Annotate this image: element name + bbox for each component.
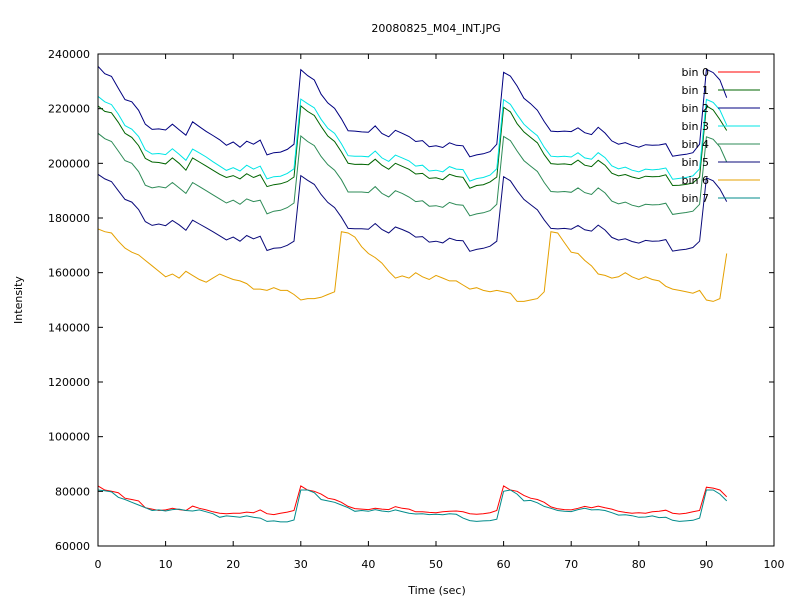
legend-label: bin 0 [681, 66, 709, 79]
y-tick-label: 120000 [48, 376, 90, 389]
x-axis-label: Time (sec) [407, 584, 466, 597]
series-line-6 [97, 228, 728, 302]
series-line-4 [97, 132, 728, 217]
x-tick-label: 0 [95, 558, 102, 571]
legend-label: bin 2 [681, 102, 709, 115]
series-line-1 [97, 104, 728, 189]
series-line-7 [97, 489, 728, 523]
x-tick-label: 40 [361, 558, 375, 571]
legend-label: bin 3 [681, 120, 709, 133]
legend-label: bin 6 [681, 174, 709, 187]
y-tick-label: 80000 [55, 485, 90, 498]
y-tick-label: 180000 [48, 212, 90, 225]
x-tick-label: 100 [764, 558, 785, 571]
axis-ticks: 0 10 20 30 40 50 60 70 80 90 100 60000 80000 100000 12… [48, 48, 785, 571]
y-tick-label: 100000 [48, 431, 90, 444]
x-tick-label: 10 [159, 558, 173, 571]
legend-label: bin 7 [681, 192, 709, 205]
legend-label: bin 1 [681, 84, 709, 97]
x-tick-label: 80 [632, 558, 646, 571]
x-tick-label: 90 [699, 558, 713, 571]
y-tick-label: 220000 [48, 103, 90, 116]
y-tick-label: 200000 [48, 157, 90, 170]
series-line-0 [97, 485, 728, 516]
y-axis-label: Intensity [12, 276, 25, 324]
plot-frame [97, 53, 775, 547]
chart-title: 20080825_M04_INT.JPG [371, 22, 500, 35]
x-tick-label: 30 [294, 558, 308, 571]
legend-label: bin 5 [681, 156, 709, 169]
x-tick-label: 70 [564, 558, 578, 571]
x-tick-label: 20 [226, 558, 240, 571]
x-tick-label: 50 [429, 558, 443, 571]
x-tick-label: 60 [497, 558, 511, 571]
y-tick-label: 60000 [55, 540, 90, 553]
series-line-5 [97, 173, 728, 252]
legend: bin 0 bin 1 bin 2 bin 3 bin 4 bin 5 bin 6 bin 7 [681, 66, 760, 205]
series-line-3 [97, 96, 728, 182]
y-tick-label: 160000 [48, 267, 90, 280]
legend-label: bin 4 [681, 138, 709, 151]
series-layer [97, 65, 728, 523]
series-line-2 [97, 65, 728, 158]
y-tick-label: 240000 [48, 48, 90, 61]
y-tick-label: 140000 [48, 321, 90, 334]
